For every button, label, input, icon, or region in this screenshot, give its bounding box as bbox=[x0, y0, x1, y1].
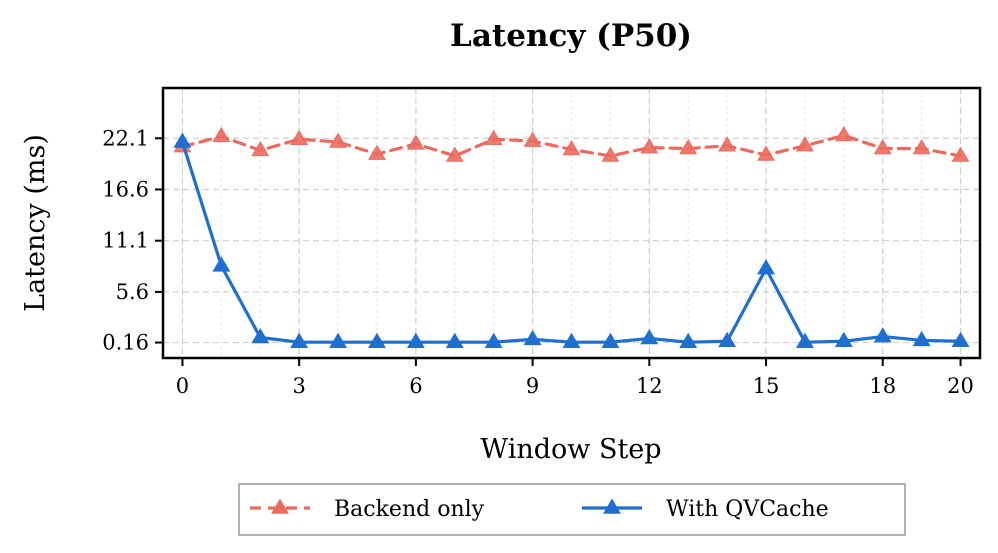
series-point bbox=[679, 139, 698, 155]
series-point bbox=[329, 132, 348, 148]
series-layer bbox=[173, 125, 970, 348]
series-point bbox=[951, 331, 970, 348]
x-axis-label: Window Step bbox=[480, 434, 661, 465]
x-tick-label: 9 bbox=[526, 374, 539, 398]
series-point bbox=[368, 144, 386, 160]
series-point bbox=[601, 332, 620, 348]
legend-marker bbox=[603, 498, 621, 514]
series-point bbox=[951, 146, 970, 162]
series-point bbox=[523, 329, 542, 346]
grid bbox=[163, 88, 980, 358]
x-tick-label: 20 bbox=[947, 374, 974, 398]
ticks: 0 3 6 9 12 15 18 20 0.16 5.6 11.1 16.6 22.1 bbox=[102, 126, 974, 398]
series-point bbox=[173, 132, 192, 148]
series-point bbox=[640, 138, 659, 154]
series-point bbox=[640, 328, 659, 345]
series-point bbox=[212, 126, 231, 143]
legend: Backend only With QVCache bbox=[238, 483, 906, 536]
x-tick-label: 0 bbox=[176, 374, 189, 398]
series-point bbox=[601, 146, 620, 162]
legend-label: With QVCache bbox=[666, 497, 829, 522]
y-axis-label: Latency (ms) bbox=[20, 134, 51, 312]
series-1 bbox=[173, 132, 970, 348]
series-point bbox=[873, 327, 892, 343]
y-tick-label: 16.6 bbox=[102, 177, 149, 201]
x-tick-label: 12 bbox=[636, 374, 663, 398]
series-point bbox=[873, 139, 892, 155]
series-point bbox=[562, 139, 581, 156]
series-point bbox=[562, 332, 581, 348]
series-point bbox=[679, 332, 698, 348]
y-tick-label: 0.16 bbox=[102, 331, 149, 355]
series-point bbox=[445, 146, 464, 162]
series-point bbox=[718, 136, 737, 152]
x-tick-label: 18 bbox=[869, 374, 896, 398]
series-point bbox=[484, 129, 503, 145]
series-point bbox=[290, 129, 309, 145]
plot-frame bbox=[161, 86, 982, 360]
x-tick-label: 3 bbox=[292, 374, 305, 398]
series-point bbox=[757, 259, 775, 275]
series-point bbox=[757, 145, 775, 161]
legend-item: Backend only bbox=[250, 497, 485, 522]
series-point bbox=[368, 332, 386, 348]
legend-marker bbox=[271, 498, 289, 514]
series-point bbox=[212, 256, 231, 272]
series-point bbox=[484, 332, 503, 348]
series-0 bbox=[173, 125, 970, 162]
chart-title: Latency (P50) bbox=[450, 18, 692, 54]
series-point bbox=[912, 330, 931, 347]
series-point bbox=[912, 139, 931, 155]
series-point bbox=[795, 136, 814, 152]
series-point bbox=[290, 332, 309, 348]
series-point bbox=[718, 331, 737, 348]
legend-frame bbox=[238, 483, 906, 536]
series-point bbox=[251, 140, 270, 157]
legend-label: Backend only bbox=[334, 497, 485, 522]
y-tick-label: 11.1 bbox=[102, 229, 149, 253]
series-point bbox=[523, 131, 542, 147]
x-tick-label: 6 bbox=[409, 374, 422, 398]
series-point bbox=[795, 332, 814, 348]
series-point bbox=[834, 331, 853, 348]
series-point bbox=[329, 332, 348, 348]
y-tick-label: 5.6 bbox=[116, 280, 149, 304]
series-point bbox=[406, 332, 425, 348]
series-point bbox=[251, 328, 270, 344]
y-tick-label: 22.1 bbox=[102, 126, 149, 150]
series-point bbox=[406, 134, 425, 150]
x-tick-label: 15 bbox=[753, 374, 780, 398]
series-point bbox=[834, 125, 853, 142]
legend-item: With QVCache bbox=[582, 497, 829, 522]
series-point bbox=[445, 332, 464, 348]
